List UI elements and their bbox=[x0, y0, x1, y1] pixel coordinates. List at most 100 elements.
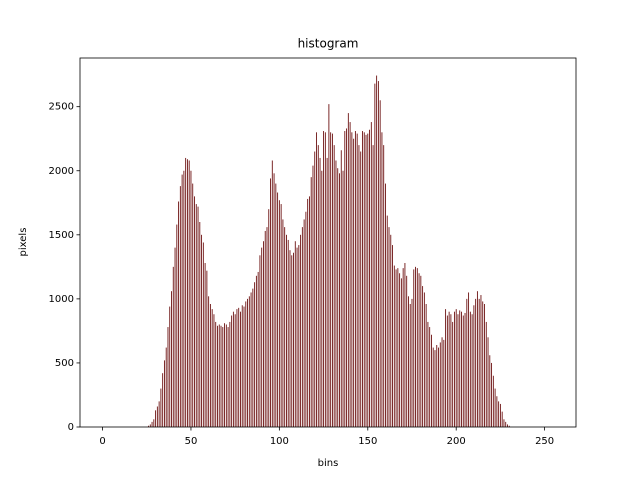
bar bbox=[416, 268, 418, 427]
bar bbox=[206, 270, 208, 427]
bar bbox=[423, 292, 425, 427]
bar bbox=[243, 306, 245, 427]
bar bbox=[484, 304, 485, 427]
bar bbox=[215, 321, 217, 427]
bar bbox=[194, 196, 195, 427]
bar bbox=[250, 292, 252, 427]
bar bbox=[259, 255, 261, 427]
bar bbox=[406, 275, 408, 427]
bar bbox=[379, 100, 381, 427]
x-tick-label: 50 bbox=[185, 436, 198, 447]
bar bbox=[340, 150, 342, 427]
bar bbox=[257, 271, 259, 427]
bar bbox=[280, 204, 282, 427]
bar bbox=[346, 128, 348, 427]
bar bbox=[461, 311, 462, 427]
plot-frame bbox=[79, 57, 577, 428]
bar bbox=[202, 242, 204, 427]
bar bbox=[492, 375, 494, 427]
bar bbox=[439, 342, 441, 427]
bar bbox=[178, 201, 180, 427]
bar bbox=[231, 315, 233, 427]
bar bbox=[496, 396, 498, 427]
bar bbox=[376, 75, 378, 427]
bar bbox=[190, 170, 192, 427]
bar bbox=[388, 227, 390, 427]
x-tick-label: 250 bbox=[535, 436, 554, 447]
bar bbox=[363, 132, 365, 427]
bar bbox=[296, 247, 298, 427]
bar bbox=[209, 304, 211, 427]
bar bbox=[245, 301, 247, 427]
bar bbox=[248, 296, 250, 427]
bar bbox=[197, 206, 199, 427]
bar bbox=[151, 421, 153, 427]
bar bbox=[268, 209, 270, 427]
bar bbox=[176, 224, 178, 427]
bar bbox=[284, 227, 286, 427]
bar bbox=[372, 145, 374, 427]
bar bbox=[441, 337, 443, 427]
bar bbox=[229, 321, 231, 427]
bar bbox=[211, 309, 213, 427]
bar bbox=[499, 403, 501, 427]
bar bbox=[181, 174, 183, 427]
bar bbox=[317, 145, 319, 427]
bar bbox=[374, 83, 376, 427]
bar bbox=[367, 133, 369, 427]
bar bbox=[498, 401, 500, 427]
x-tick-label: 200 bbox=[447, 436, 466, 447]
bar bbox=[174, 247, 176, 427]
bar bbox=[418, 273, 420, 427]
bar bbox=[453, 311, 455, 427]
bar bbox=[278, 200, 280, 427]
bar bbox=[300, 234, 302, 427]
bar bbox=[425, 304, 427, 427]
bar bbox=[507, 424, 508, 427]
bar bbox=[308, 196, 310, 427]
y-tick-label: 500 bbox=[55, 358, 74, 369]
bar bbox=[162, 373, 164, 427]
bar bbox=[273, 173, 275, 427]
bar bbox=[462, 315, 464, 427]
bar bbox=[277, 192, 279, 427]
bar bbox=[310, 177, 312, 427]
bar bbox=[370, 122, 372, 427]
bar bbox=[402, 268, 404, 427]
bar bbox=[480, 295, 482, 427]
bar bbox=[503, 419, 505, 427]
bar bbox=[413, 269, 415, 427]
bar bbox=[204, 263, 206, 427]
bar bbox=[356, 133, 358, 427]
bar bbox=[155, 410, 157, 427]
bar bbox=[468, 292, 470, 427]
bar bbox=[360, 151, 362, 427]
bar bbox=[303, 219, 305, 427]
bar bbox=[404, 263, 406, 427]
bar bbox=[457, 314, 459, 427]
bar bbox=[195, 204, 197, 427]
bar bbox=[275, 183, 277, 427]
bar bbox=[270, 178, 271, 427]
bar bbox=[254, 282, 256, 427]
bar bbox=[326, 157, 328, 427]
bar bbox=[491, 362, 493, 427]
x-axis-label: bins bbox=[318, 458, 339, 469]
bar bbox=[349, 122, 351, 427]
bar bbox=[452, 321, 454, 427]
bar bbox=[183, 170, 185, 427]
bar bbox=[199, 222, 201, 427]
bar bbox=[415, 266, 416, 427]
bar bbox=[167, 327, 169, 427]
bar bbox=[434, 350, 436, 427]
bar bbox=[362, 131, 363, 427]
bar bbox=[213, 314, 215, 427]
bar bbox=[487, 337, 489, 427]
bar bbox=[169, 306, 171, 427]
bar bbox=[436, 345, 438, 427]
bar bbox=[171, 291, 172, 427]
bar bbox=[397, 268, 399, 427]
bar bbox=[287, 239, 289, 427]
bar bbox=[238, 307, 240, 427]
bar bbox=[156, 406, 158, 427]
